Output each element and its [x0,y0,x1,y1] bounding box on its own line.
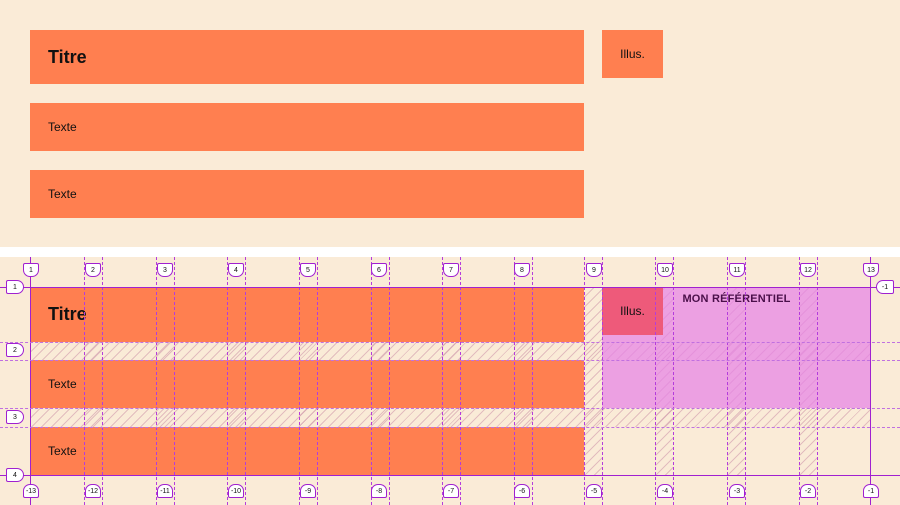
text-block-1[interactable]: Texte [30,103,584,151]
column-line-number-top: 7 [443,263,459,277]
layout-preview: Titre Illus. Texte Texte [0,0,900,247]
column-line-number-bottom: -2 [800,484,816,498]
text-label-2: Texte [48,187,77,201]
column-line-number-top: 5 [300,263,316,277]
grid-column-line [655,257,656,505]
column-line-number-bottom: -6 [514,484,530,498]
grid-row-line [0,475,900,476]
grid-column-line [30,257,31,505]
column-line-number-top: 13 [863,263,879,277]
grid-illus-label: Illus. [620,304,645,318]
column-line-number-top: 11 [729,263,745,277]
illus-block[interactable]: Illus. [602,30,663,78]
grid-column-line [532,257,533,505]
column-line-number-bottom: -3 [729,484,745,498]
grid-column-line [817,257,818,505]
column-line-number-top: 12 [800,263,816,277]
grid-column-line [442,257,443,505]
grid-column-line [317,257,318,505]
column-line-number-bottom: -4 [657,484,673,498]
column-line-number-top: 10 [657,263,673,277]
grid-area-label: MON RÉFÉRENTIEL [682,293,791,305]
grid-column-line [102,257,103,505]
grid-column-line [389,257,390,505]
grid-column-line [460,257,461,505]
column-line-number-top: 1 [23,263,39,277]
column-line-number-top: 2 [85,263,101,277]
column-line-number-top: 3 [157,263,173,277]
column-line-number-bottom: -10 [228,484,244,498]
column-line-number-bottom: -12 [85,484,101,498]
grid-title-block[interactable]: Titre [30,287,584,342]
grid-title-label: Titre [48,304,87,324]
column-line-number-bottom: -5 [586,484,602,498]
grid-column-line [84,257,85,505]
grid-column-line [602,257,603,505]
column-line-number-bottom: -9 [300,484,316,498]
grid-column-line [745,257,746,505]
grid-inspector: Titre Texte Texte MON RÉFÉRENTIEL Illus.… [0,257,900,505]
grid-row-line [0,408,900,409]
row-line-number-right: -1 [876,280,894,294]
column-line-number-bottom: -7 [443,484,459,498]
grid-text-label-2: Texte [48,444,77,458]
grid-text-block-1[interactable]: Texte [30,360,584,408]
text-block-2[interactable]: Texte [30,170,584,218]
text-label-1: Texte [48,120,77,134]
row-line-number-left: 4 [6,468,24,482]
grid-column-line [584,257,585,505]
grid-column-line [673,257,674,505]
column-line-number-bottom: -13 [23,484,39,498]
grid-column-line [245,257,246,505]
row-line-number-left: 1 [6,280,24,294]
column-gap-hatch [584,287,602,476]
grid-column-line [870,257,871,505]
row-line-number-left: 3 [6,410,24,424]
column-line-number-top: 8 [514,263,530,277]
grid-column-line [227,257,228,505]
grid-column-line [727,257,728,505]
column-line-number-bottom: -1 [863,484,879,498]
column-line-number-top: 4 [228,263,244,277]
column-line-number-bottom: -11 [157,484,173,498]
grid-row-line [0,360,900,361]
column-line-number-top: 6 [371,263,387,277]
grid-column-line [799,257,800,505]
illus-label: Illus. [620,47,645,61]
grid-column-line [174,257,175,505]
title-block[interactable]: Titre [30,30,584,84]
row-gap-hatch [30,408,871,427]
grid-column-line [514,257,515,505]
grid-row-line [0,287,900,288]
grid-text-label-1: Texte [48,377,77,391]
grid-column-line [371,257,372,505]
grid-column-line [299,257,300,505]
column-line-number-bottom: -8 [371,484,387,498]
title-label: Titre [48,46,87,67]
grid-column-line [156,257,157,505]
grid-text-block-2[interactable]: Texte [30,427,584,475]
row-line-number-left: 2 [6,343,24,357]
grid-illus-block[interactable]: Illus. [602,287,663,335]
column-line-number-top: 9 [586,263,602,277]
grid-row-line [0,342,900,343]
grid-row-line [0,427,900,428]
